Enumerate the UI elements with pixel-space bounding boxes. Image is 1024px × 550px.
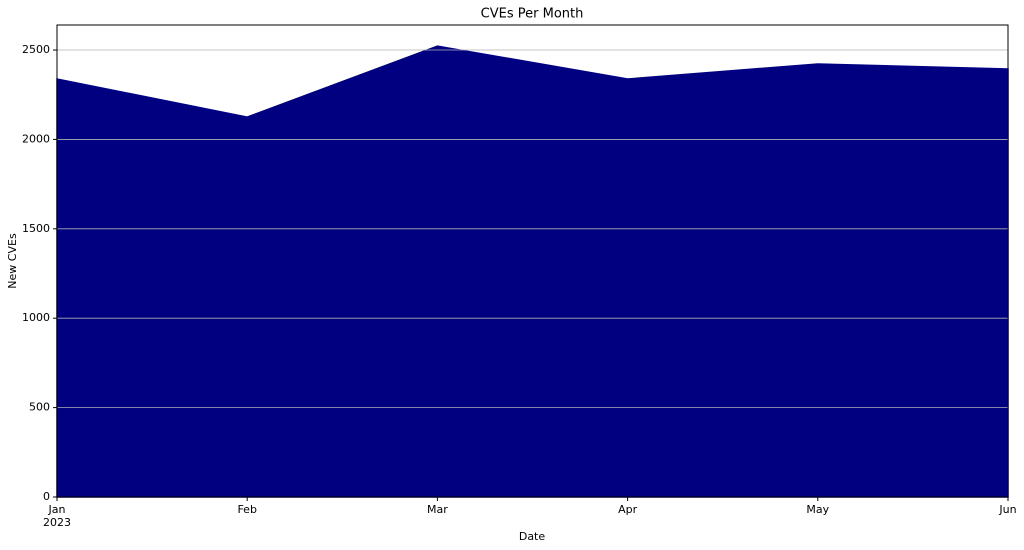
x-tick-label: Jan: [48, 503, 66, 516]
x-tick-label: Jun: [998, 503, 1016, 516]
x-tick-label: Feb: [237, 503, 256, 516]
x-tick-label: May: [806, 503, 829, 516]
area: [56, 45, 1009, 498]
x-axis-label: Date: [519, 530, 546, 543]
x-tick-label: Mar: [427, 503, 448, 516]
y-tick-label: 0: [43, 490, 50, 503]
y-tick-label: 1000: [22, 311, 50, 324]
y-tick-label: 1500: [22, 222, 50, 235]
x-tick-sublabel: 2023: [43, 516, 71, 529]
chart-title: CVEs Per Month: [481, 7, 584, 22]
y-axis-label: New CVEs: [6, 233, 19, 289]
y-tick-label: 2000: [22, 132, 50, 145]
plot-frame: [56, 24, 1009, 498]
x-tick-label: Apr: [618, 503, 638, 516]
y-tick-label: 500: [29, 401, 50, 414]
y-tick-label: 2500: [22, 43, 50, 56]
